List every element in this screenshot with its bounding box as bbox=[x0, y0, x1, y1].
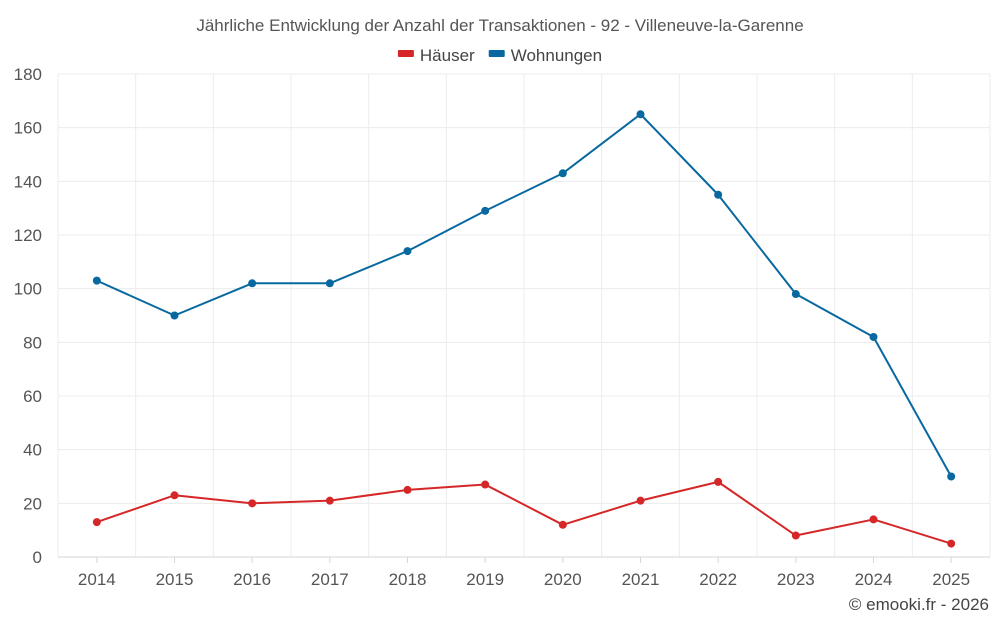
series-group bbox=[92, 110, 956, 548]
series-haeuser bbox=[92, 477, 956, 548]
data-point[interactable] bbox=[325, 496, 334, 505]
legend-swatch bbox=[488, 50, 505, 57]
x-tick-label: 2015 bbox=[156, 570, 194, 589]
y-axis: 0 20 40 60 80 100 120 140 160 180 bbox=[14, 65, 42, 567]
legend-swatch bbox=[397, 50, 414, 57]
data-point[interactable] bbox=[248, 279, 257, 288]
x-tick-label: 2022 bbox=[699, 570, 737, 589]
series-line bbox=[96, 480, 952, 545]
data-point[interactable] bbox=[791, 531, 800, 540]
data-point[interactable] bbox=[947, 539, 956, 548]
data-point[interactable] bbox=[248, 499, 257, 508]
data-point[interactable] bbox=[636, 496, 645, 505]
legend-item[interactable]: Häuser bbox=[397, 46, 475, 65]
data-point[interactable] bbox=[791, 290, 800, 299]
data-point[interactable] bbox=[403, 485, 412, 494]
x-tick-label: 2025 bbox=[932, 570, 970, 589]
x-tick-label: 2014 bbox=[78, 570, 116, 589]
x-tick-label: 2016 bbox=[233, 570, 271, 589]
grid bbox=[57, 73, 991, 558]
data-point[interactable] bbox=[558, 520, 567, 529]
data-point[interactable] bbox=[714, 190, 723, 199]
chart-title: Jährliche Entwicklung der Anzahl der Tra… bbox=[196, 16, 803, 35]
legend-label: Häuser bbox=[420, 46, 475, 65]
data-point[interactable] bbox=[92, 518, 101, 527]
series-line bbox=[96, 113, 953, 477]
data-point[interactable] bbox=[325, 279, 334, 288]
y-tick-label: 20 bbox=[23, 494, 42, 513]
data-point[interactable] bbox=[558, 169, 567, 178]
legend-item[interactable]: Wohnungen bbox=[488, 46, 602, 65]
data-point[interactable] bbox=[481, 206, 490, 215]
y-tick-label: 160 bbox=[14, 119, 42, 138]
legend-label: Wohnungen bbox=[511, 46, 602, 65]
x-tick-label: 2021 bbox=[622, 570, 660, 589]
series-wohnungen bbox=[92, 110, 956, 481]
data-point[interactable] bbox=[869, 332, 878, 341]
legend[interactable]: Häuser Wohnungen bbox=[397, 46, 602, 65]
x-tick-label: 2017 bbox=[311, 570, 349, 589]
data-point[interactable] bbox=[92, 276, 101, 285]
x-tick-label: 2023 bbox=[777, 570, 815, 589]
y-tick-label: 80 bbox=[23, 333, 42, 352]
data-point[interactable] bbox=[170, 491, 179, 500]
y-tick-label: 120 bbox=[14, 226, 42, 245]
x-tick-label: 2019 bbox=[466, 570, 504, 589]
y-tick-label: 100 bbox=[14, 280, 42, 299]
data-point[interactable] bbox=[481, 480, 490, 489]
y-tick-label: 0 bbox=[33, 548, 42, 567]
x-tick-label: 2024 bbox=[855, 570, 893, 589]
data-point[interactable] bbox=[170, 311, 179, 320]
x-tick-label: 2018 bbox=[389, 570, 427, 589]
y-tick-label: 60 bbox=[23, 387, 42, 406]
data-point[interactable] bbox=[714, 477, 723, 486]
data-point[interactable] bbox=[947, 472, 956, 481]
y-tick-label: 180 bbox=[14, 65, 42, 84]
y-tick-label: 140 bbox=[14, 172, 42, 191]
data-point[interactable] bbox=[869, 515, 878, 524]
y-tick-label: 40 bbox=[23, 441, 42, 460]
data-point[interactable] bbox=[403, 247, 412, 256]
data-point[interactable] bbox=[636, 110, 645, 119]
x-tick-label: 2020 bbox=[544, 570, 582, 589]
credit-text: © emooki.fr - 2026 bbox=[849, 595, 989, 614]
x-axis: 2014 2015 2016 2017 2018 2019 2020 2021 2022 2023… bbox=[78, 557, 970, 589]
